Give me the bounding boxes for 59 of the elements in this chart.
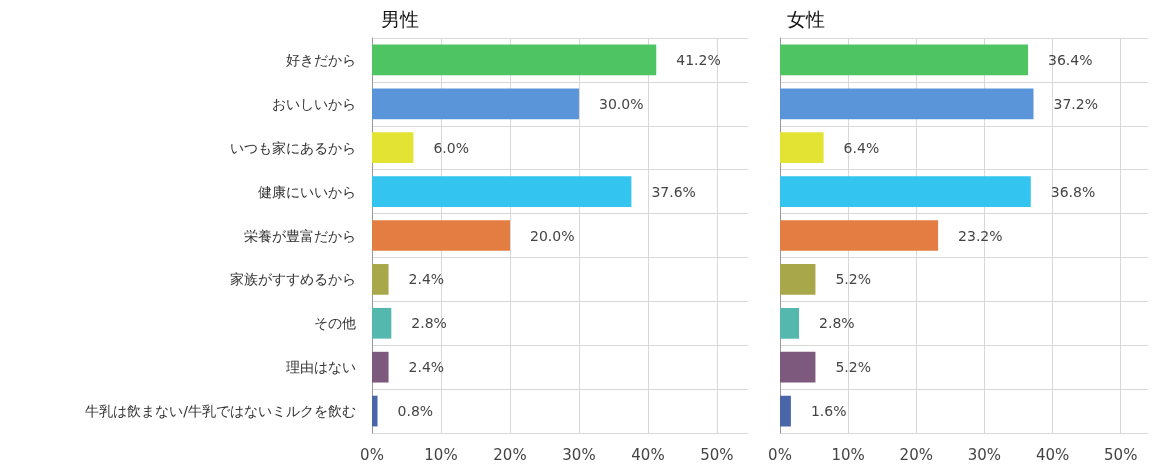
bar (780, 351, 816, 383)
x-tick-label: 20% (899, 445, 933, 464)
data-label: 5.2% (835, 359, 872, 376)
bar (780, 307, 800, 339)
data-label: 37.2% (1053, 95, 1098, 112)
y-tick-label: 理由はない (286, 359, 356, 376)
data-label: 2.4% (408, 271, 445, 288)
x-tick-label: 10% (424, 445, 458, 464)
data-label: 1.6% (810, 403, 847, 420)
chart-title: 男性 (381, 7, 419, 30)
data-label: 2.4% (408, 359, 445, 376)
data-label: 36.4% (1048, 51, 1093, 68)
chart-title: 女性 (787, 7, 825, 30)
data-label: 36.8% (1050, 183, 1096, 200)
bar (372, 132, 414, 164)
bar (780, 264, 816, 295)
bar (780, 176, 1031, 207)
bar (780, 132, 824, 164)
bar (372, 220, 510, 251)
data-label: 20.0% (529, 227, 575, 244)
data-label: 0.8% (397, 403, 434, 420)
bar (372, 395, 378, 427)
x-tick-label: 50% (700, 445, 734, 464)
data-label: 30.0% (598, 95, 644, 112)
x-tick-label: 30% (967, 445, 1002, 464)
x-tick-label: 40% (631, 445, 665, 464)
bar (372, 88, 579, 120)
y-tick-label: 牛乳は飲まない/牛乳ではないミルクを飲む (85, 403, 356, 420)
bar (780, 395, 791, 427)
bar (372, 351, 389, 383)
x-tick-label: 10% (831, 445, 865, 464)
data-label: 5.2% (835, 271, 872, 288)
y-tick-label: 好きだから (286, 51, 356, 68)
y-tick-label: 健康にいいから (258, 183, 356, 200)
bar (372, 307, 392, 339)
x-tick-label: 50% (1104, 445, 1138, 464)
data-label: 23.2% (958, 227, 1003, 244)
data-label: 6.4% (843, 139, 880, 156)
data-label: 2.8% (819, 315, 855, 332)
bar (780, 44, 1029, 76)
data-label: 2.8% (411, 315, 447, 332)
y-tick-label: その他 (314, 315, 356, 332)
x-tick-label: 20% (493, 445, 527, 464)
bar (372, 44, 657, 76)
bar (372, 176, 632, 207)
bar (780, 88, 1034, 120)
data-label: 6.0% (433, 139, 469, 156)
data-label: 37.6% (651, 183, 696, 200)
y-tick-label: 栄養が豊富だから (244, 227, 356, 244)
x-tick-label: 30% (562, 445, 596, 464)
data-label: 41.2% (676, 51, 721, 68)
y-tick-label: いつも家にあるから (230, 139, 356, 156)
x-tick-label: 0% (360, 445, 384, 464)
x-tick-label: 0% (768, 445, 792, 464)
bar (372, 264, 389, 295)
bar (780, 220, 939, 251)
y-tick-label: おいしいから (272, 95, 356, 112)
x-tick-label: 40% (1035, 445, 1070, 464)
y-tick-label: 家族がすすめるから (230, 271, 356, 288)
